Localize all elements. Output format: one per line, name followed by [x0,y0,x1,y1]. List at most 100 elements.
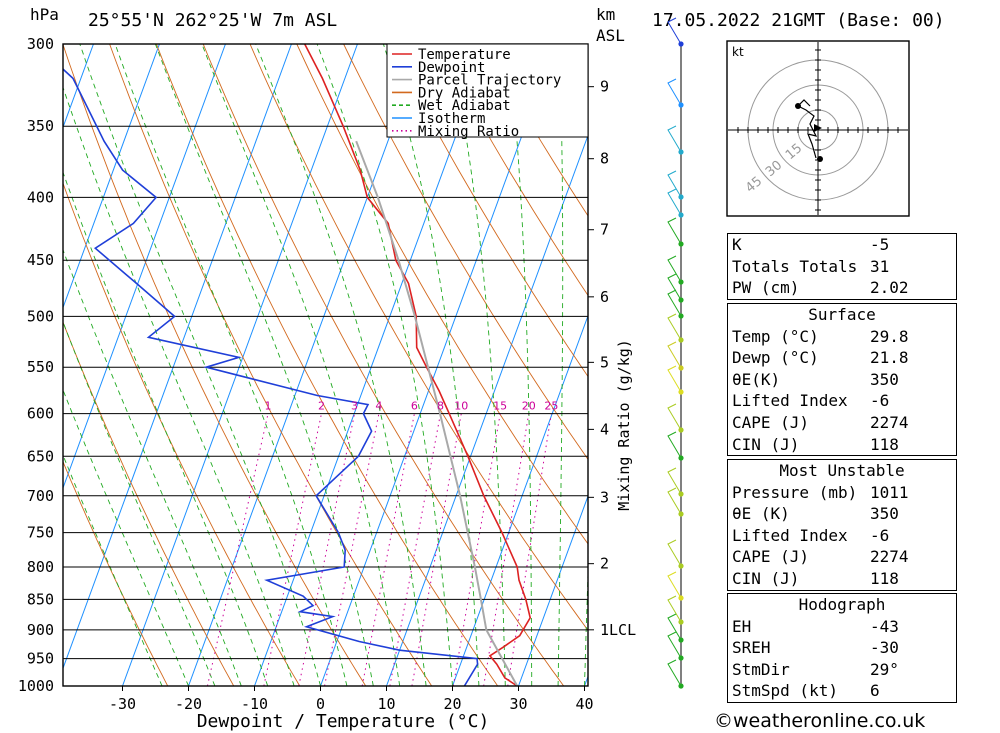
pressure-tick-label: 650 [27,447,54,465]
hodograph-trace [796,99,818,159]
x-tick-label: 20 [443,695,461,713]
hodograph-value: 6 [870,681,880,701]
most-unstable-value: 118 [870,568,899,588]
surface-label: Temp (°C) [732,326,819,346]
location-title: 25°55'N 262°25'W 7m ASL [88,10,338,31]
wind-barb [667,431,682,459]
index-label: K [732,235,742,254]
surface-table: Surface Temp (°C) 29.8 Dewp (°C) 21.8 θE(K) 3… [727,303,957,457]
x-tick-label: 30 [509,695,527,713]
hodograph-title: Hodograph [798,595,886,614]
surface-label: θE(K) [732,369,781,389]
most-unstable-value: 2274 [870,547,909,567]
wind-barb [667,467,682,495]
most-unstable-label: Pressure (mb) [732,482,858,502]
hodograph-row: SREH -30 [728,637,956,659]
hodograph-top-dot [795,103,801,109]
datetime-title: 17.05.2022 21GMT (Base: 00) [652,10,945,31]
index-row: Totals Totals 31 [728,256,956,278]
most-unstable-row: θE (K) 350 [728,503,956,525]
x-tick-label: 10 [377,695,395,713]
surface-row: Temp (°C) 29.8 [728,326,956,348]
height-tick-label: 9 [600,78,609,96]
wind-profile [667,17,684,689]
mixing-ratio-label: 25 [544,400,558,413]
wind-barb [667,571,682,599]
mixing-ratio-label: 1 [265,400,272,413]
wind-barb [667,659,682,687]
most-unstable-value: 350 [870,504,899,524]
wet-adiabat-line [448,44,506,686]
isotherm-line [63,44,160,310]
wind-barb [667,78,682,106]
legend-entry: Wet Adiabat [418,98,511,114]
pressure-tick-label: 500 [27,307,54,325]
pressure-tick-label: 400 [27,188,54,206]
pressure-tick-label: 1000 [18,677,54,695]
dewpoint-line [63,68,479,686]
pressure-tick-label: 800 [27,558,54,576]
surface-title: Surface [808,305,876,324]
surface-row: CIN (J) 118 [728,434,956,456]
legend-entry: Dewpoint [418,60,485,76]
height-tick-label: 4 [600,420,609,438]
wind-barb [667,487,682,515]
index-label: Totals Totals [732,256,858,276]
wet-adiabat-line [63,171,269,686]
isotherm-line [518,494,588,686]
wet-adiabat-line [63,86,295,686]
isotherm-line [0,44,27,686]
isotherm-line [63,44,226,490]
indices-table: K -5 Totals Totals 31 PW (cm) 2.02 [727,233,957,300]
surface-label: CIN (J) [732,434,800,454]
surface-value: -6 [870,391,890,411]
mixing-ratio-line [389,413,441,686]
x-tick-label: 0 [316,695,325,713]
isotherm-line [320,44,556,686]
dry-adiabat-line [202,44,565,686]
wet-adiabat-line [316,44,453,686]
mixing-ratio-line [324,413,380,686]
mixing-ratio-axis-label: Mixing Ratio (g/kg) [615,339,633,511]
height-tick-label: 3 [600,488,609,506]
isotherm-line [254,44,490,686]
height-tick-label: 7 [600,221,609,239]
mixing-ratio-line [483,413,530,686]
temperature-line [303,44,532,686]
hodograph-value: 29° [870,659,899,679]
surface-row: Lifted Index -6 [728,390,956,412]
hodograph-table: Hodograph EH -43 SREH -30 StmDir 29° StmSpd (k… [727,593,957,703]
credit-link[interactable]: ©weatheronline.co.uk [714,710,926,732]
surface-row: CAPE (J) 2274 [728,412,956,434]
mixing-ratio-line [452,413,501,686]
wind-barb [667,17,682,45]
surface-label: Dewp (°C) [732,348,819,368]
height-tick-label: 8 [600,150,609,168]
wind-barb [667,125,682,153]
pressure-tick-label: 750 [27,524,54,542]
hodograph-label: StmSpd (kt) [732,681,838,701]
wet-adiabat-line [79,44,321,686]
surface-value: 21.8 [870,348,909,368]
wind-barb [667,289,682,317]
surface-value: 2274 [870,412,909,432]
pressure-tick-label: 300 [27,35,54,53]
most-unstable-row: Pressure (mb) 1011 [728,482,956,504]
wet-adiabat-line [255,44,427,686]
wind-barb [667,217,682,245]
most-unstable-value: -6 [870,525,890,545]
height-unit: km [596,5,616,24]
wind-barb [667,403,682,431]
x-axis-label: Dewpoint / Temperature (°C) [197,711,490,732]
pressure-unit: hPa [30,5,59,24]
wind-barb [667,255,682,283]
height-tick-label: 6 [600,288,609,306]
legend-entry: Mixing Ratio [418,124,519,140]
wet-adiabat-line [154,44,374,686]
most-unstable-label: θE (K) [732,504,790,524]
height-tick-label: 1LCL [600,621,636,639]
pressure-tick-label: 550 [27,358,54,376]
height-tick-label: 2 [600,555,609,573]
parcel-trajectory-line [355,140,519,686]
index-label: PW (cm) [732,278,800,298]
